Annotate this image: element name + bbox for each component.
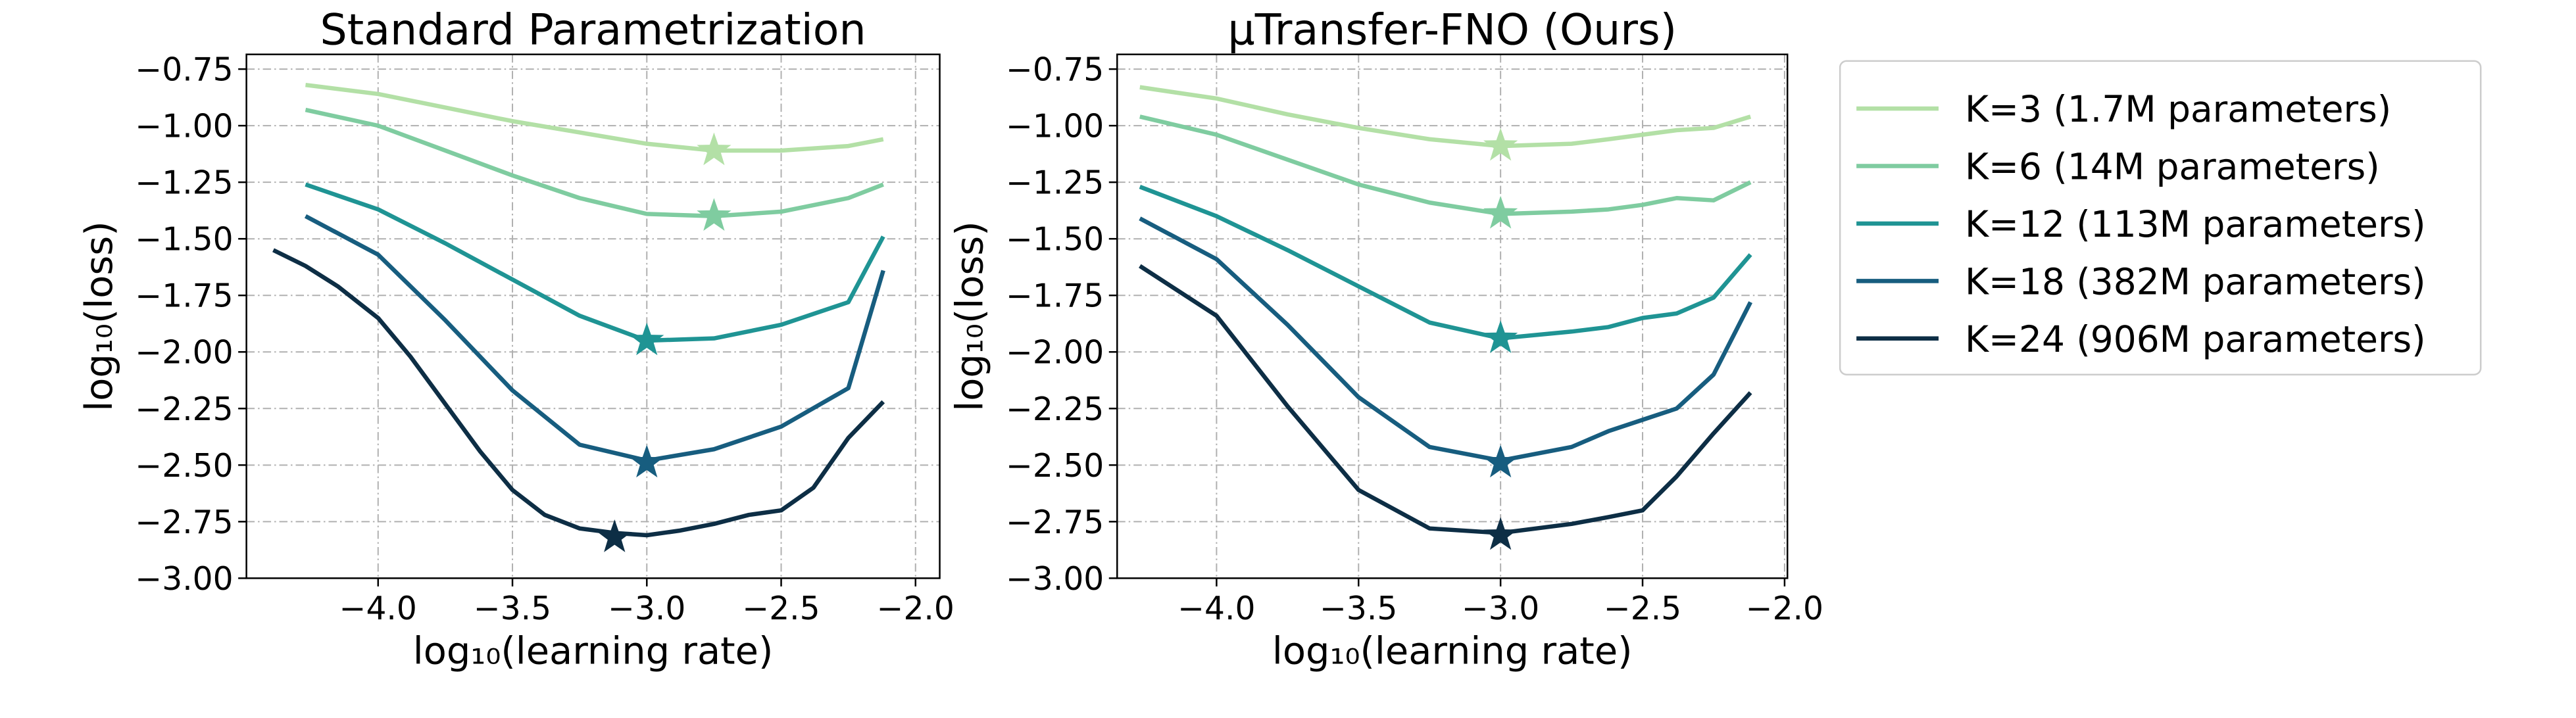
optimum-star <box>1483 517 1518 550</box>
legend-label: K=12 (113M parameters) <box>1965 203 2426 245</box>
y-axis-label: log₁₀(loss) <box>947 221 991 411</box>
optimum-star <box>630 322 664 356</box>
y-tick-label: −1.75 <box>1006 278 1104 315</box>
series-line <box>272 248 885 538</box>
y-tick-label: −2.75 <box>135 504 233 541</box>
y-tick-label: −1.75 <box>135 278 233 315</box>
optimum-star <box>630 444 664 478</box>
y-tick-label: −2.75 <box>1006 504 1104 541</box>
y-tick-label: −3.00 <box>1006 561 1104 598</box>
series-line <box>1139 264 1752 535</box>
series-line <box>305 82 884 153</box>
x-tick-label: −3.0 <box>1462 590 1539 627</box>
x-tick-label: −2.5 <box>1604 590 1681 627</box>
series-line <box>305 107 884 219</box>
series-line <box>1139 216 1752 463</box>
series-line <box>305 182 885 343</box>
y-tick-label: −1.00 <box>135 108 233 145</box>
chart-title: Standard Parametrization <box>320 6 866 55</box>
y-tick-label: −0.75 <box>135 52 233 89</box>
optimum-star <box>697 132 731 166</box>
y-tick-label: −2.50 <box>1006 448 1104 485</box>
legend: K=3 (1.7M parameters) K=6 (14M parameters… <box>1839 60 2482 375</box>
optimum-star <box>1483 128 1518 161</box>
x-tick-label: −4.0 <box>1177 590 1255 627</box>
series-line <box>304 214 885 463</box>
y-tick-label: −1.00 <box>1006 108 1104 145</box>
optimum-star <box>1483 320 1518 353</box>
y-axis-label: log₁₀(loss) <box>77 221 121 411</box>
axes-frame <box>1116 53 1789 579</box>
y-tick-label: −2.25 <box>135 391 233 428</box>
x-tick-label: −3.5 <box>1320 590 1397 627</box>
y-tick-label: −1.50 <box>1006 222 1104 258</box>
y-tick-label: −1.25 <box>135 165 233 202</box>
x-axis-label: log₁₀(learning rate) <box>413 629 774 673</box>
legend-label: K=3 (1.7M parameters) <box>1965 88 2391 130</box>
chart-title: μTransfer-FNO (Ours) <box>1227 6 1677 55</box>
y-tick-label: −1.50 <box>135 222 233 258</box>
x-tick-label: −4.0 <box>339 590 417 627</box>
y-tick-label: −1.25 <box>1006 165 1104 202</box>
axes: −0.75 −1.00 −1.25 −1.50 −1.75 −2.00 −2.25 −2.50… <box>947 6 1823 673</box>
x-tick-label: −3.5 <box>474 590 551 627</box>
x-tick-label: −3.0 <box>608 590 685 627</box>
y-tick-label: −2.25 <box>1006 391 1104 428</box>
y-tick-label: −2.00 <box>135 335 233 371</box>
series-line <box>1139 85 1752 149</box>
x-axis-label: log₁₀(learning rate) <box>1272 629 1633 673</box>
legend-label: K=18 (382M parameters) <box>1965 260 2426 302</box>
optimum-star <box>1483 195 1518 229</box>
axes: −0.75 −1.00 −1.25 −1.50 −1.75 −2.00 −2.25 −2.50… <box>77 6 954 673</box>
x-tick-label: −2.5 <box>742 590 820 627</box>
optimum-star <box>697 198 731 231</box>
x-tick-label: −2.0 <box>1746 590 1823 627</box>
legend-frame <box>1839 60 2482 375</box>
axes-frame <box>245 53 941 579</box>
y-tick-label: −3.00 <box>135 561 233 598</box>
legend-label: K=24 (906M parameters) <box>1965 318 2426 360</box>
y-tick-label: −0.75 <box>1006 52 1104 89</box>
x-tick-label: −2.0 <box>877 590 954 627</box>
y-tick-label: −2.50 <box>135 448 233 485</box>
series-line <box>1139 114 1752 216</box>
optimum-star <box>1483 444 1518 478</box>
y-tick-label: −2.00 <box>1006 335 1104 371</box>
series-line <box>1139 185 1752 341</box>
optimum-star <box>597 519 632 552</box>
legend-label: K=6 (14M parameters) <box>1965 146 2380 188</box>
